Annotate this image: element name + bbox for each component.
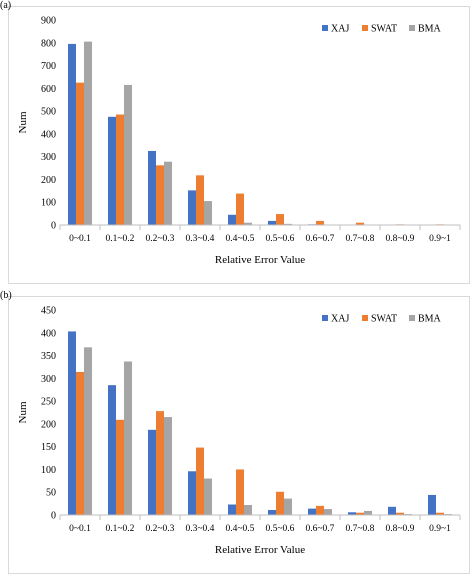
panel-label: (b) — [0, 290, 12, 301]
panel-label: (a) — [0, 0, 11, 11]
chart-frame — [8, 6, 470, 284]
chart-frame — [8, 296, 470, 574]
